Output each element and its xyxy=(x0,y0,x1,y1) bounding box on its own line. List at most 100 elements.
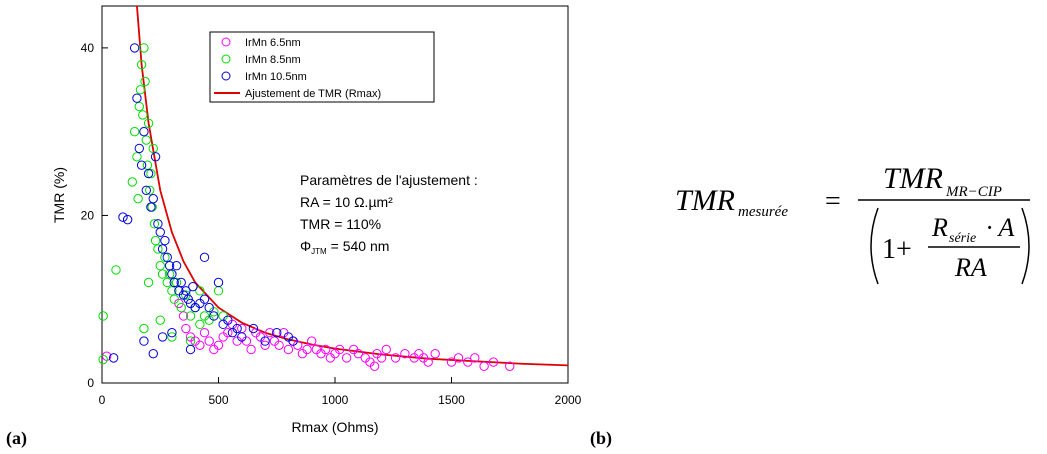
data-point xyxy=(118,212,128,222)
data-point xyxy=(223,315,233,325)
data-point xyxy=(265,328,275,338)
formula-r-sub: série xyxy=(949,231,976,246)
data-point xyxy=(204,302,214,313)
data-point xyxy=(274,340,284,350)
data-point xyxy=(453,353,464,363)
formula-r: R xyxy=(931,213,948,242)
data-point xyxy=(199,328,210,338)
y-axis-label: TMR (%) xyxy=(51,167,67,223)
data-point xyxy=(127,177,137,187)
data-point xyxy=(162,252,172,263)
data-point xyxy=(98,354,108,365)
data-point xyxy=(160,252,170,263)
data-point xyxy=(390,353,401,363)
data-point xyxy=(232,323,242,334)
annotation-phi-value: = 540 nm xyxy=(327,238,390,254)
data-point xyxy=(160,235,170,246)
data-point xyxy=(341,353,352,363)
data-point xyxy=(272,328,282,338)
formula-dot-a: · A xyxy=(986,213,1015,242)
x-tick-label: 1500 xyxy=(438,393,465,407)
legend-label-6-5: IrMn 6.5nm xyxy=(245,37,301,49)
data-point xyxy=(122,214,133,225)
data-point xyxy=(155,315,165,325)
data-point xyxy=(223,328,233,338)
data-point xyxy=(143,168,154,179)
data-points-layer xyxy=(98,43,515,371)
x-tick-label: 0 xyxy=(99,393,106,407)
data-point xyxy=(129,126,140,137)
data-point xyxy=(150,152,161,162)
data-point xyxy=(260,336,270,346)
legend-label-fit: Ajustement de TMR (Rmax) xyxy=(245,88,381,100)
annotation-title: Paramètres de l'ajustement : xyxy=(300,172,478,188)
data-point xyxy=(153,219,163,229)
data-point xyxy=(470,353,480,363)
data-point xyxy=(353,348,363,359)
legend-label-10-5: IrMn 10.5nm xyxy=(245,71,307,83)
legend-marker-8-5 xyxy=(221,54,231,64)
fit-parameters-annotation: Paramètres de l'ajustement : RA = 10 Ω.µ… xyxy=(300,172,478,256)
formula-right-paren xyxy=(1021,207,1030,285)
data-point xyxy=(188,281,198,292)
data-point xyxy=(185,344,196,355)
fit-curve-layer xyxy=(136,5,569,367)
annotation-phi-symbol: Φ xyxy=(300,238,311,254)
data-point xyxy=(146,202,156,212)
y-axis-ticks: 0 20 40 xyxy=(81,41,108,390)
data-point xyxy=(376,353,387,363)
data-point xyxy=(149,219,160,229)
data-point xyxy=(132,152,142,162)
data-point xyxy=(169,294,179,304)
tmr-scatter-chart: 0 500 1000 1500 2000 0 20 40 Rmax (Ohms) TMR (… xyxy=(51,5,582,435)
data-point xyxy=(111,265,121,275)
data-point xyxy=(176,277,186,288)
data-point xyxy=(400,348,410,359)
y-tick-label: 20 xyxy=(81,208,95,222)
data-point xyxy=(139,126,149,137)
data-point xyxy=(134,143,144,154)
data-point xyxy=(204,336,214,346)
data-point xyxy=(195,340,205,350)
data-point xyxy=(141,185,151,196)
formula-ra: RA xyxy=(954,253,987,282)
data-point xyxy=(129,43,140,53)
data-point xyxy=(148,143,158,154)
data-point xyxy=(136,59,147,70)
legend-marker-10-5 xyxy=(221,71,231,81)
data-point xyxy=(148,348,158,359)
data-point xyxy=(167,332,177,342)
data-point xyxy=(334,344,345,355)
data-point xyxy=(199,294,210,304)
data-point xyxy=(209,311,219,321)
legend-label-8-5: IrMn 8.5nm xyxy=(245,54,301,66)
data-point xyxy=(155,227,165,237)
data-point xyxy=(108,353,119,363)
data-point xyxy=(185,311,196,321)
x-axis-label: Rmax (Ohms) xyxy=(291,419,378,435)
data-point xyxy=(302,344,312,355)
data-point xyxy=(260,340,270,350)
data-point xyxy=(248,323,259,334)
data-point xyxy=(176,302,186,313)
data-point xyxy=(162,277,172,288)
annotation-ra: RA = 10 Ω.µm² xyxy=(300,194,393,210)
data-point xyxy=(181,286,191,296)
data-point xyxy=(155,261,165,271)
data-point xyxy=(146,168,156,179)
annotation-phi: ΦJTM = 540 nm xyxy=(300,238,389,256)
data-point xyxy=(430,348,440,359)
data-point xyxy=(369,361,380,371)
fit-curve xyxy=(136,5,569,367)
data-point xyxy=(135,85,146,95)
data-point xyxy=(195,286,205,296)
data-point xyxy=(307,336,317,346)
data-point xyxy=(246,344,256,355)
formula-left-paren xyxy=(870,207,879,285)
data-point xyxy=(153,244,163,254)
data-point xyxy=(381,344,391,355)
data-point xyxy=(167,269,177,279)
legend-marker-6-5 xyxy=(221,37,231,47)
data-point xyxy=(320,344,331,355)
data-point xyxy=(133,193,143,204)
